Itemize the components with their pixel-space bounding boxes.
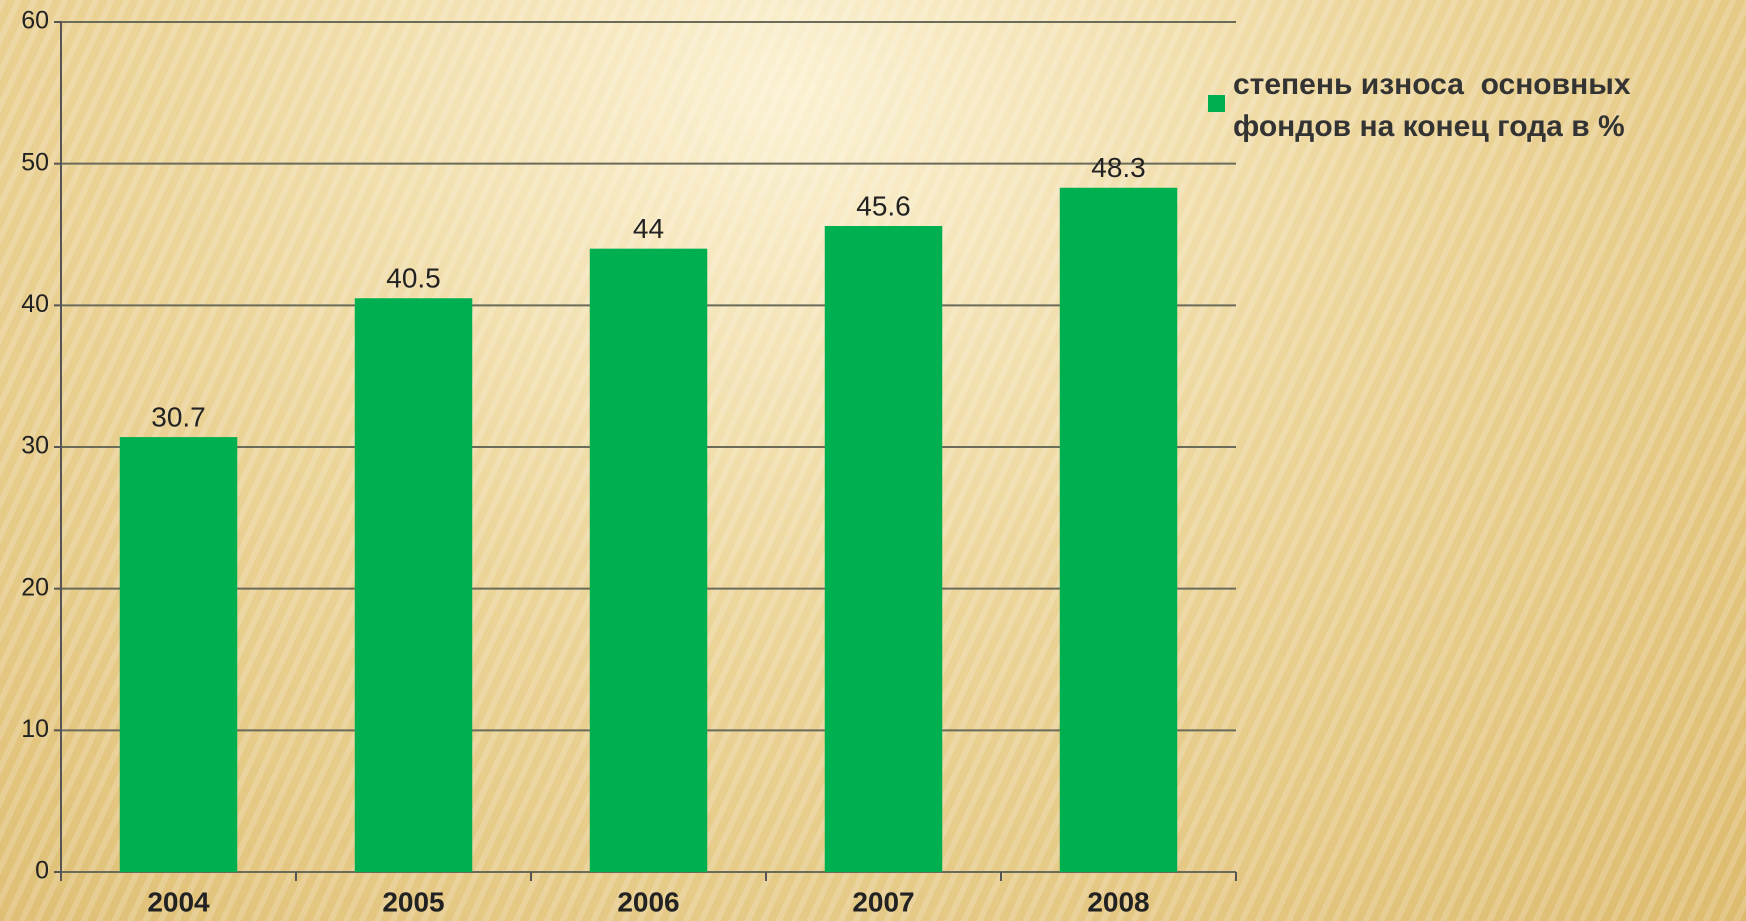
y-tick-label: 40 — [21, 290, 49, 318]
data-label: 30.7 — [151, 401, 206, 432]
y-tick-label: 50 — [21, 148, 49, 176]
legend-label: степень износа основных фондов на конец … — [1233, 68, 1639, 143]
legend-key — [1208, 95, 1225, 112]
bar — [824, 226, 943, 872]
x-tick-label: 2008 — [1087, 886, 1149, 917]
x-tick-label: 2005 — [382, 886, 444, 917]
y-tick-label: 20 — [21, 573, 49, 601]
y-tick-label: 30 — [21, 432, 49, 460]
data-label: 48.3 — [1091, 152, 1146, 183]
data-label: 44 — [633, 213, 664, 244]
bar — [589, 248, 708, 872]
x-tick-label: 2007 — [852, 886, 914, 917]
bar — [1059, 187, 1178, 872]
bar — [119, 437, 238, 872]
data-label: 40.5 — [386, 263, 441, 294]
data-label: 45.6 — [856, 190, 911, 221]
x-tick-label: 2004 — [147, 886, 210, 917]
x-tick-label: 2006 — [617, 886, 679, 917]
bar — [354, 298, 473, 872]
y-tick-label: 10 — [21, 715, 49, 743]
y-tick-label: 0 — [35, 857, 49, 885]
y-tick-label: 60 — [21, 7, 49, 35]
